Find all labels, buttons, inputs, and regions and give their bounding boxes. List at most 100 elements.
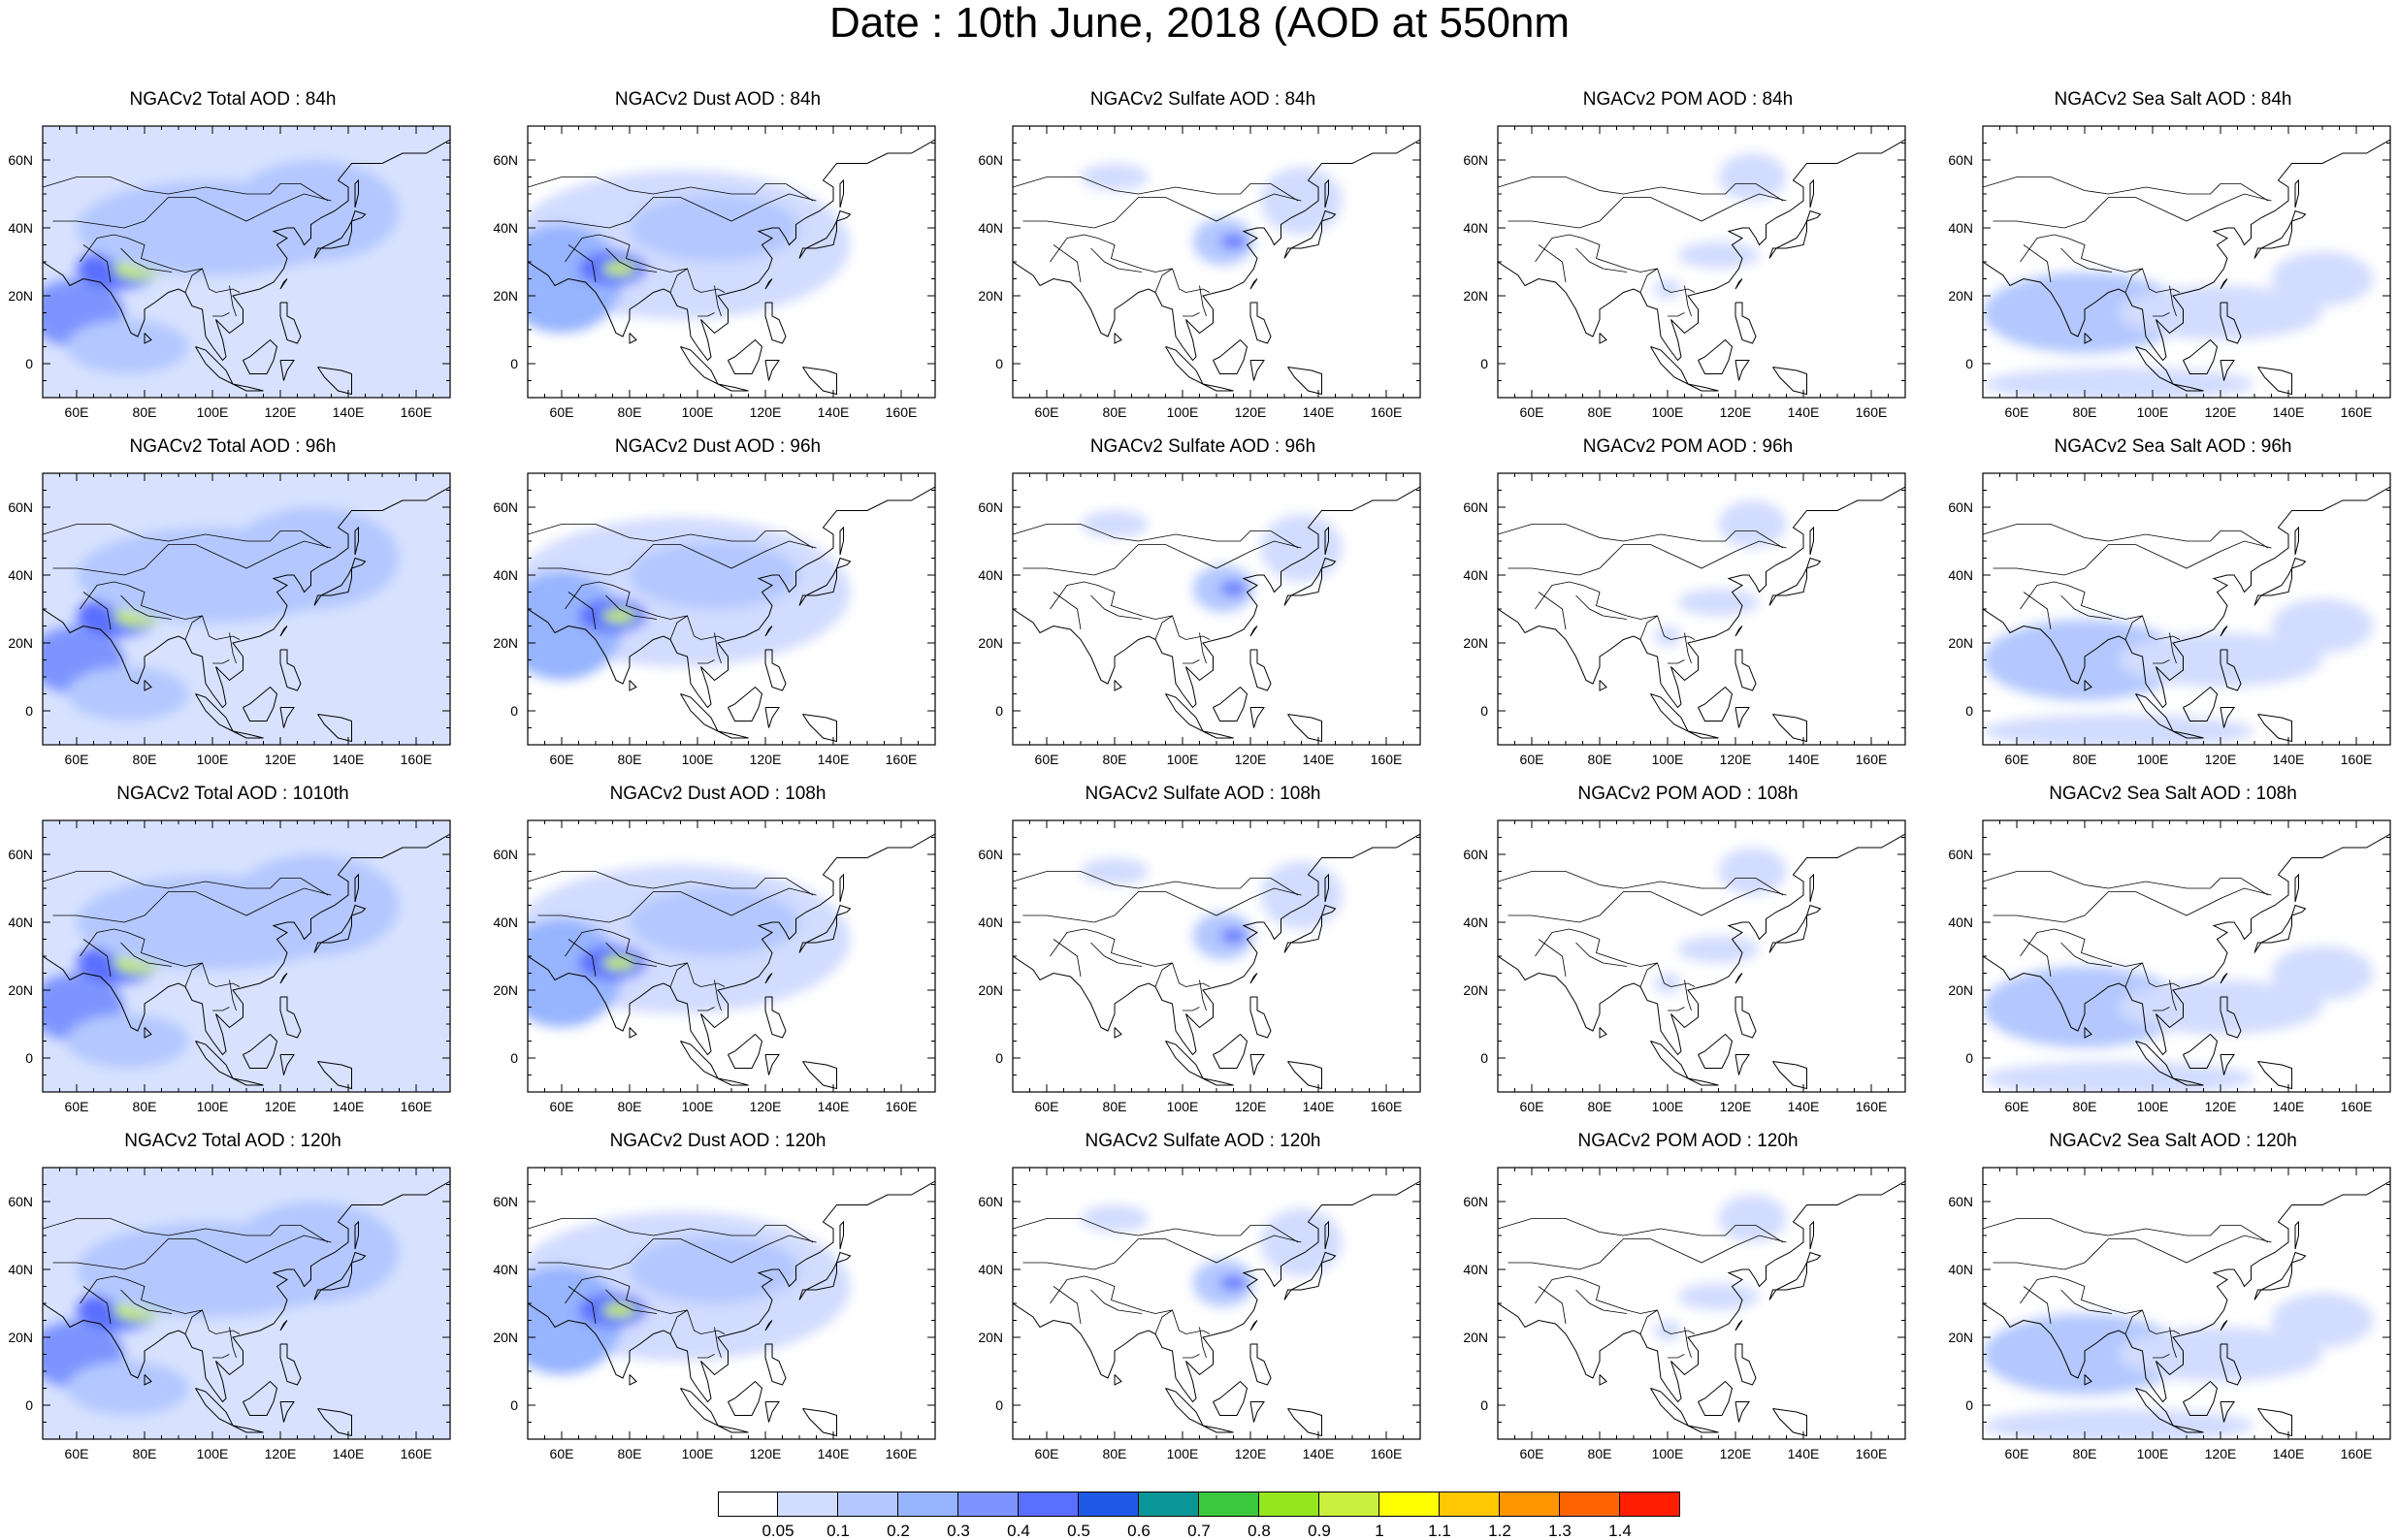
- coastline: [1734, 973, 1743, 984]
- coastline: [279, 1401, 295, 1423]
- lon-tick-label: 160E: [1856, 404, 1888, 420]
- coastline: [1809, 873, 1814, 903]
- country-border: [1053, 244, 1082, 283]
- country-border: [1668, 1007, 1685, 1011]
- lon-tick-label: 60E: [1520, 1099, 1544, 1114]
- coastline: [764, 1054, 780, 1075]
- coastline: [279, 626, 288, 637]
- country-border: [1013, 871, 1299, 896]
- country-border: [80, 1275, 241, 1334]
- lat-tick-label: 60N: [978, 152, 1003, 168]
- lat-tick-label: 0: [1480, 1397, 1488, 1413]
- coastline: [1213, 1380, 1248, 1416]
- lon-tick-label: 140E: [1788, 1099, 1820, 1114]
- lon-tick-label: 160E: [2341, 1446, 2373, 1461]
- lon-tick-label: 160E: [1856, 1099, 1888, 1114]
- coastline: [144, 1374, 152, 1386]
- lon-tick-label: 100E: [1167, 1099, 1199, 1114]
- coastline: [1321, 1251, 1337, 1264]
- country-border: [1507, 887, 1787, 923]
- lon-tick-label: 160E: [1371, 1446, 1403, 1461]
- map-panel-dust: NGACv2 Dust AOD : 96h 60E 80E 100E 120E 140E 1…: [485, 436, 951, 776]
- country-border: [184, 962, 203, 987]
- lat-tick-label: 0: [510, 1397, 518, 1413]
- lat-tick-label: 20N: [493, 288, 518, 304]
- coastline: [243, 686, 278, 722]
- lon-tick-label: 120E: [1720, 1099, 1752, 1114]
- lat-tick-label: 20N: [1948, 1330, 1973, 1345]
- coastline: [1114, 1027, 1122, 1039]
- coastline: [764, 1320, 773, 1331]
- coastline: [764, 1343, 787, 1386]
- aod-field-blob: [66, 1361, 189, 1416]
- country-border: [1154, 962, 1173, 987]
- country-border: [697, 312, 715, 317]
- country-border: [1154, 1309, 1173, 1334]
- aod-field-blob: [1081, 163, 1149, 191]
- lon-tick-label: 60E: [2005, 752, 2029, 767]
- country-border: [605, 1289, 658, 1314]
- colorbar-label: 1.4: [1608, 1522, 1632, 1540]
- map-plot: 60E 80E 100E 120E 140E 160E 60N 40N 20N 0: [493, 472, 936, 767]
- aod-field-blob: [1219, 929, 1248, 943]
- colorbar-label: 0.1: [827, 1522, 850, 1540]
- lon-tick-label: 160E: [886, 1446, 918, 1461]
- lat-tick-label: 60N: [978, 499, 1003, 515]
- coastline: [232, 1425, 264, 1433]
- map-plot: 60E 80E 100E 120E 140E 160E 60N 40N 20N 0: [493, 1167, 936, 1461]
- lon-tick-label: 160E: [1856, 1446, 1888, 1461]
- coastline: [1287, 1408, 1322, 1437]
- country-border: [2153, 659, 2170, 664]
- country-border: [567, 939, 597, 978]
- lon-tick-label: 120E: [265, 404, 297, 420]
- coastline: [1687, 383, 1719, 392]
- colorbar-swatch: [1319, 1492, 1379, 1517]
- colorbar-label: 1.3: [1548, 1522, 1572, 1540]
- lat-tick-label: 40N: [493, 914, 518, 930]
- coastline: [317, 367, 352, 396]
- country-border: [1538, 592, 1567, 630]
- coastline: [1202, 1077, 1234, 1086]
- lat-tick-label: 20N: [493, 982, 518, 998]
- colorbar-label: 1: [1375, 1522, 1384, 1540]
- country-border: [1013, 1218, 1299, 1243]
- country-border: [82, 592, 112, 630]
- aod-field-blob: [602, 609, 636, 623]
- coastline: [279, 1054, 295, 1075]
- lat-tick-label: 60N: [1463, 152, 1488, 168]
- coastline: [839, 873, 844, 903]
- aod-field-blob: [528, 224, 623, 334]
- lon-tick-label: 80E: [133, 752, 157, 767]
- aod-field-blob: [229, 507, 400, 609]
- country-border: [212, 1007, 230, 1011]
- country-border: [52, 1235, 332, 1270]
- coastline: [43, 486, 450, 709]
- lat-tick-label: 40N: [1948, 1262, 1973, 1277]
- coastline: [2291, 904, 2307, 916]
- lon-tick-label: 120E: [1720, 752, 1752, 767]
- aod-field-blob: [630, 541, 799, 609]
- country-border: [1013, 524, 1299, 549]
- coastline: [1806, 904, 1822, 916]
- coastline: [2183, 686, 2219, 722]
- aod-field-blob: [66, 1013, 189, 1069]
- lon-tick-label: 100E: [682, 404, 714, 420]
- lon-tick-label: 140E: [1788, 404, 1820, 420]
- coastline: [764, 626, 773, 637]
- country-border: [1183, 659, 1200, 664]
- aod-field-blob: [2271, 251, 2374, 306]
- coastline: [2183, 1033, 2219, 1069]
- country-border: [528, 1218, 814, 1243]
- colorbar-swatch: [1019, 1492, 1079, 1517]
- coastline: [351, 209, 367, 222]
- country-border: [669, 615, 688, 640]
- lon-tick-label: 140E: [333, 1099, 365, 1114]
- coastline: [2220, 1320, 2228, 1331]
- country-border: [1053, 939, 1082, 978]
- lon-tick-label: 60E: [1035, 1099, 1059, 1114]
- colorbar-swatch: [718, 1492, 778, 1517]
- coastline: [1734, 302, 1757, 344]
- country-border: [2124, 962, 2143, 987]
- coastline: [351, 1251, 367, 1264]
- lon-tick-label: 80E: [1103, 404, 1127, 420]
